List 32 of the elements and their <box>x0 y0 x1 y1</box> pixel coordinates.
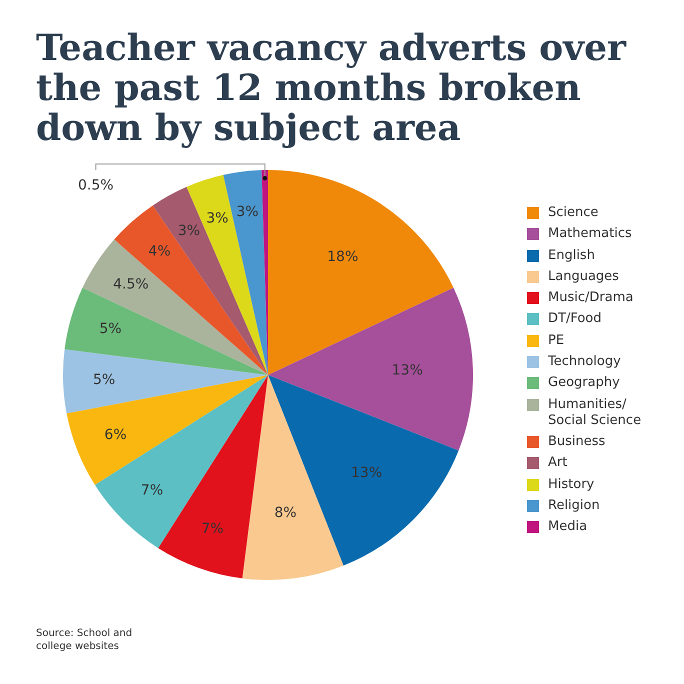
legend-label: Music/Drama <box>548 290 634 306</box>
data-label: 4.5% <box>113 276 149 293</box>
data-label: 4% <box>148 244 171 260</box>
legend-label: PE <box>548 332 564 349</box>
legend-label: Art <box>548 455 568 472</box>
legend-label: Media <box>548 519 588 536</box>
data-label: 18% <box>327 248 358 265</box>
legend-label: Business <box>548 434 606 450</box>
data-label: 13% <box>351 465 382 482</box>
data-label: 3% <box>206 210 228 227</box>
data-label: 5% <box>92 372 116 388</box>
data-label: 0.5% <box>78 178 114 194</box>
data-label: 7% <box>140 482 164 499</box>
legend-label: Mathematics <box>548 226 632 242</box>
source-note: Source: School and college websites <box>36 627 134 653</box>
data-label: 3% <box>236 204 259 220</box>
data-label: 7% <box>201 520 224 537</box>
chart-title: Teacher vacancy adverts over the past 12 months broken down by subject area <box>36 27 628 149</box>
data-label: 8% <box>274 504 297 521</box>
data-label: 3% <box>178 222 200 239</box>
data-label: 5% <box>99 320 122 337</box>
data-label: 13% <box>392 362 423 378</box>
legend-label: Languages <box>548 268 619 285</box>
legend-label: Technology <box>548 354 621 370</box>
legend-label: Science <box>548 205 598 221</box>
legend-label: Humanities/ Social Science <box>548 396 642 429</box>
legend-label: Geography <box>548 375 620 392</box>
data-label: 6% <box>104 427 127 444</box>
legend-label: Religion <box>548 498 600 514</box>
legend-label: DT/Food <box>548 311 602 328</box>
legend-label: History <box>548 476 594 493</box>
legend-label: English <box>548 248 595 264</box>
